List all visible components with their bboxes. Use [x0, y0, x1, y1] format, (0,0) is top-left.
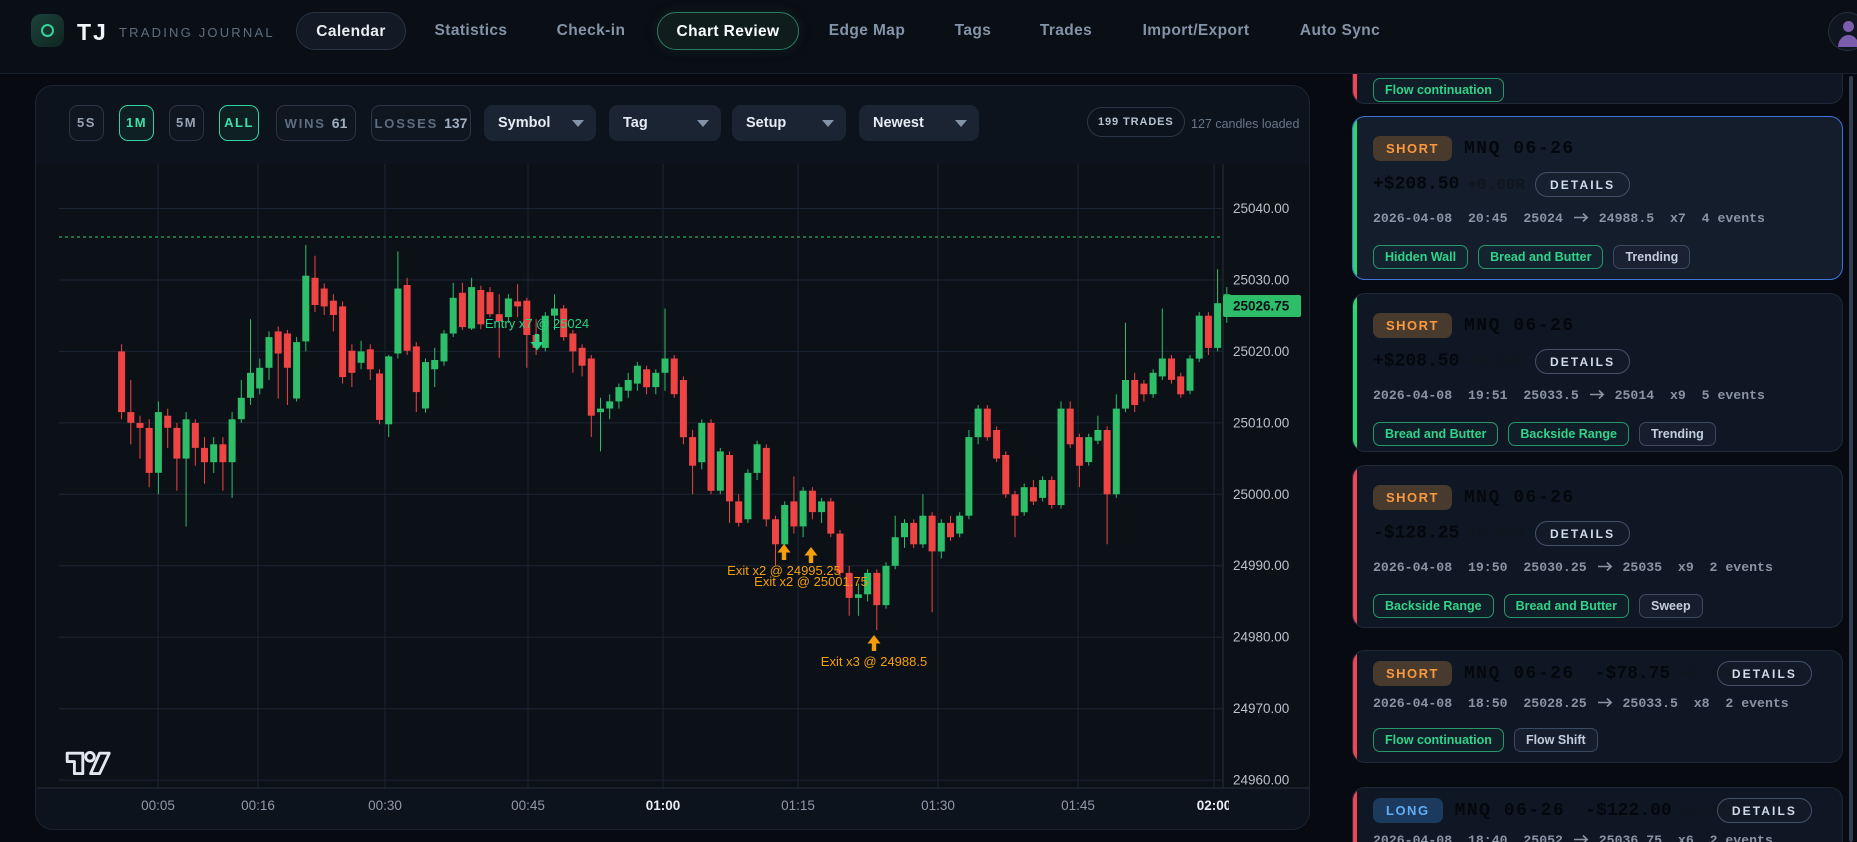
svg-text:24980.00: 24980.00 [1233, 630, 1289, 645]
svg-text:00:05: 00:05 [141, 798, 175, 813]
svg-text:25020.00: 25020.00 [1233, 344, 1289, 359]
svg-text:01:15: 01:15 [781, 798, 815, 813]
svg-text:Entry x7 @ 25024: Entry x7 @ 25024 [485, 316, 589, 331]
svg-text:00:45: 00:45 [511, 798, 545, 813]
svg-text:01:00: 01:00 [646, 798, 681, 813]
svg-text:25000.00: 25000.00 [1233, 487, 1289, 502]
svg-text:Exit x3 @ 24988.5: Exit x3 @ 24988.5 [821, 654, 927, 669]
svg-text:00:16: 00:16 [241, 798, 275, 813]
svg-text:25026.75: 25026.75 [1233, 299, 1290, 314]
svg-text:01:45: 01:45 [1061, 798, 1095, 813]
svg-text:02:00: 02:00 [1197, 798, 1232, 813]
svg-text:25010.00: 25010.00 [1233, 415, 1289, 430]
svg-text:00:30: 00:30 [368, 798, 402, 813]
svg-text:24970.00: 24970.00 [1233, 701, 1289, 716]
svg-text:25040.00: 25040.00 [1233, 201, 1289, 216]
svg-text:24990.00: 24990.00 [1233, 558, 1289, 573]
svg-text:01:30: 01:30 [921, 798, 955, 813]
svg-text:25030.00: 25030.00 [1233, 273, 1289, 288]
svg-text:Exit x2 @ 24995.25: Exit x2 @ 24995.25 [727, 563, 841, 578]
svg-text:24960.00: 24960.00 [1233, 773, 1289, 788]
svg-text:Exit x2 @ 25001.75: Exit x2 @ 25001.75 [754, 574, 868, 589]
